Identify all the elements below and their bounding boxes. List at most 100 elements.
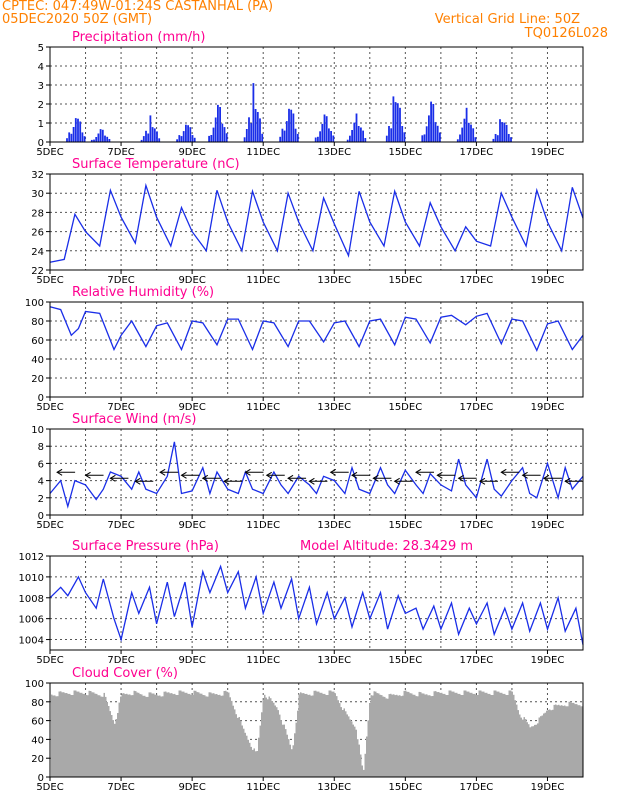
cloud-bar [550, 710, 552, 777]
cloud-bar [423, 693, 425, 777]
precip-bar [81, 132, 84, 142]
cloud-bar [388, 694, 390, 777]
cloud-bar [502, 693, 504, 777]
cloud-bar [216, 694, 218, 777]
precip-bar [178, 135, 181, 142]
precip-bar [319, 131, 321, 142]
cloud-bar [451, 691, 453, 777]
precip-bar [254, 109, 257, 142]
panel-frame [49, 301, 584, 398]
cloud-bar [553, 704, 555, 777]
x-tick-label: 7DEC [107, 655, 134, 666]
x-tick-label: 13DEC [317, 520, 351, 531]
cloud-bar [496, 691, 498, 777]
cloud-bar [202, 695, 204, 777]
model-altitude-label: Model Altitude: 28.3429 m [300, 539, 473, 554]
cloud-bar [544, 712, 546, 777]
precip-bar [99, 129, 102, 142]
cloud-bar [237, 717, 239, 777]
cloud-bar [303, 693, 305, 777]
y-tick-label: 100 [25, 298, 44, 309]
x-tick-label: 9DEC [178, 147, 205, 158]
precip-bar [349, 135, 351, 142]
x-tick-label: 19DEC [531, 655, 565, 666]
x-tick-label: 9DEC [178, 275, 205, 286]
cloud-bar [307, 694, 309, 777]
x-tick-label: 9DEC [178, 402, 205, 413]
cloud-bar [516, 704, 518, 777]
precip-bar [314, 137, 317, 142]
cloud-bar [483, 691, 485, 777]
x-tick-label: 17DEC [460, 655, 494, 666]
x-tick-label: 19DEC [531, 147, 565, 158]
cloud-bar [432, 696, 434, 777]
wind-arrowhead [436, 471, 443, 479]
x-tick-label: 7DEC [107, 520, 134, 531]
precip-bar [364, 138, 367, 142]
cloud-bar [357, 739, 359, 777]
precip-bar [290, 109, 293, 142]
precip-bar [147, 133, 150, 142]
wind-arrowhead [109, 474, 116, 482]
cloud-bar [397, 695, 399, 777]
cloud-bar [207, 696, 209, 777]
series-line [49, 441, 584, 509]
precip-bar [176, 139, 178, 142]
precip-bar [256, 112, 259, 142]
cloud-bar [189, 693, 191, 777]
cloud-bar [532, 726, 534, 777]
wind-arrowhead [159, 468, 166, 476]
precip-bar [151, 127, 154, 142]
cloud-bar [400, 696, 402, 777]
cloud-bar [105, 696, 107, 777]
cloud-bar [93, 692, 95, 777]
cloud-bar [568, 701, 570, 777]
precip-bar [461, 127, 464, 142]
precip-bar [385, 135, 388, 142]
cloud-bar [222, 695, 224, 777]
series-line [49, 182, 584, 263]
precip-bar [283, 130, 286, 142]
x-tick-label: 9DEC [178, 782, 205, 793]
cloud-bar [535, 724, 537, 777]
cloud-bar [355, 729, 357, 777]
cloud-bar [118, 702, 120, 777]
precip-bar [149, 115, 152, 142]
panel-title: Surface Wind (m/s) [72, 412, 196, 427]
cloud-bar [391, 694, 393, 777]
precip-bar [328, 128, 330, 142]
cloud-bar [196, 692, 198, 777]
cloud-bar [180, 690, 182, 777]
wind-arrowhead [287, 474, 294, 482]
cloud-bar [171, 693, 173, 777]
cloud-bar [399, 695, 401, 777]
cloud-bar [330, 690, 332, 777]
cloud-bar [333, 691, 335, 777]
cloud-bar [442, 693, 444, 777]
cloud-bar [562, 705, 564, 777]
cloud-bar [111, 715, 113, 777]
cloud-bar [234, 709, 236, 777]
cloud-bar [61, 692, 63, 777]
cloud-bar [346, 714, 348, 777]
cloud-bar [418, 691, 420, 777]
cloud-bar [132, 695, 134, 777]
y-tick-label: 1006 [19, 615, 44, 626]
cloud-bar [430, 696, 432, 777]
cloud-bar [375, 691, 377, 777]
cloud-bar [204, 695, 206, 777]
x-tick-label: 15DEC [388, 147, 422, 158]
cloud-bar [123, 693, 125, 777]
cloud-bar [199, 693, 201, 777]
cloud-bar [174, 693, 176, 777]
cloud-bar [538, 717, 540, 777]
cloud-bar [193, 690, 195, 777]
wind-arrowhead [393, 477, 400, 485]
cloud-bar [102, 696, 104, 777]
x-tick-label: 17DEC [460, 275, 494, 286]
cloud-bar [514, 700, 516, 777]
cloud-bar [522, 719, 524, 777]
cloud-bar [420, 692, 422, 777]
series-line [49, 306, 584, 353]
precip-bar [261, 133, 264, 142]
